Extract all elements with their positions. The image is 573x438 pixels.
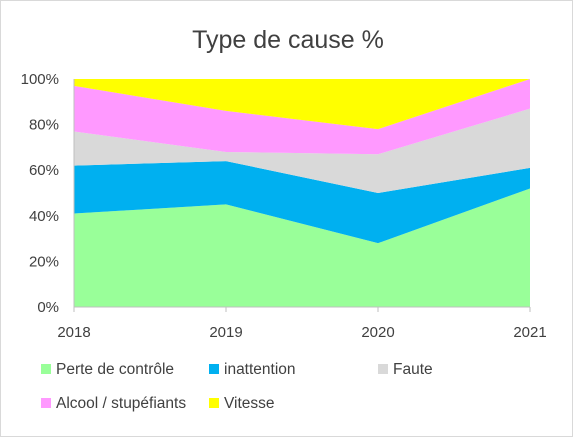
legend-label: Alcool / stupéfiants [56, 395, 186, 412]
axis-group [73, 79, 531, 312]
x-tick-label: 2019 [209, 324, 242, 341]
legend-swatch [209, 364, 219, 374]
legend-label: Vitesse [224, 395, 275, 412]
legend: Perte de contrôle inattention Faute Alcool … [41, 361, 433, 412]
x-tick-labels: 2018 2019 2020 2021 [57, 324, 546, 341]
legend-swatch [41, 364, 51, 374]
legend-label: inattention [224, 361, 296, 378]
legend-swatch [209, 398, 219, 408]
area-series-group [74, 79, 530, 307]
y-tick-label: 100% [21, 71, 59, 88]
area-perte-de-controle [74, 188, 530, 307]
legend-swatch [41, 398, 51, 408]
y-tick-labels: 0% 20% 40% 60% 80% 100% [21, 71, 59, 316]
y-tick-label: 20% [29, 253, 59, 270]
legend-label: Faute [393, 361, 433, 378]
legend-label: Perte de contrôle [56, 361, 174, 378]
chart-title: Type de cause % [192, 26, 384, 54]
area-vitesse [74, 79, 530, 130]
y-tick-label: 0% [37, 299, 59, 316]
x-tick-label: 2018 [57, 324, 90, 341]
y-tick-label: 40% [29, 208, 59, 225]
area-alcool-stupefiants [74, 79, 530, 155]
x-tick-label: 2021 [513, 324, 546, 341]
area-inattention [74, 161, 530, 244]
x-tick-label: 2020 [361, 324, 394, 341]
y-tick-label: 60% [29, 162, 59, 179]
legend-swatch [378, 364, 388, 374]
y-tick-label: 80% [29, 117, 59, 134]
area-faute [74, 108, 530, 193]
